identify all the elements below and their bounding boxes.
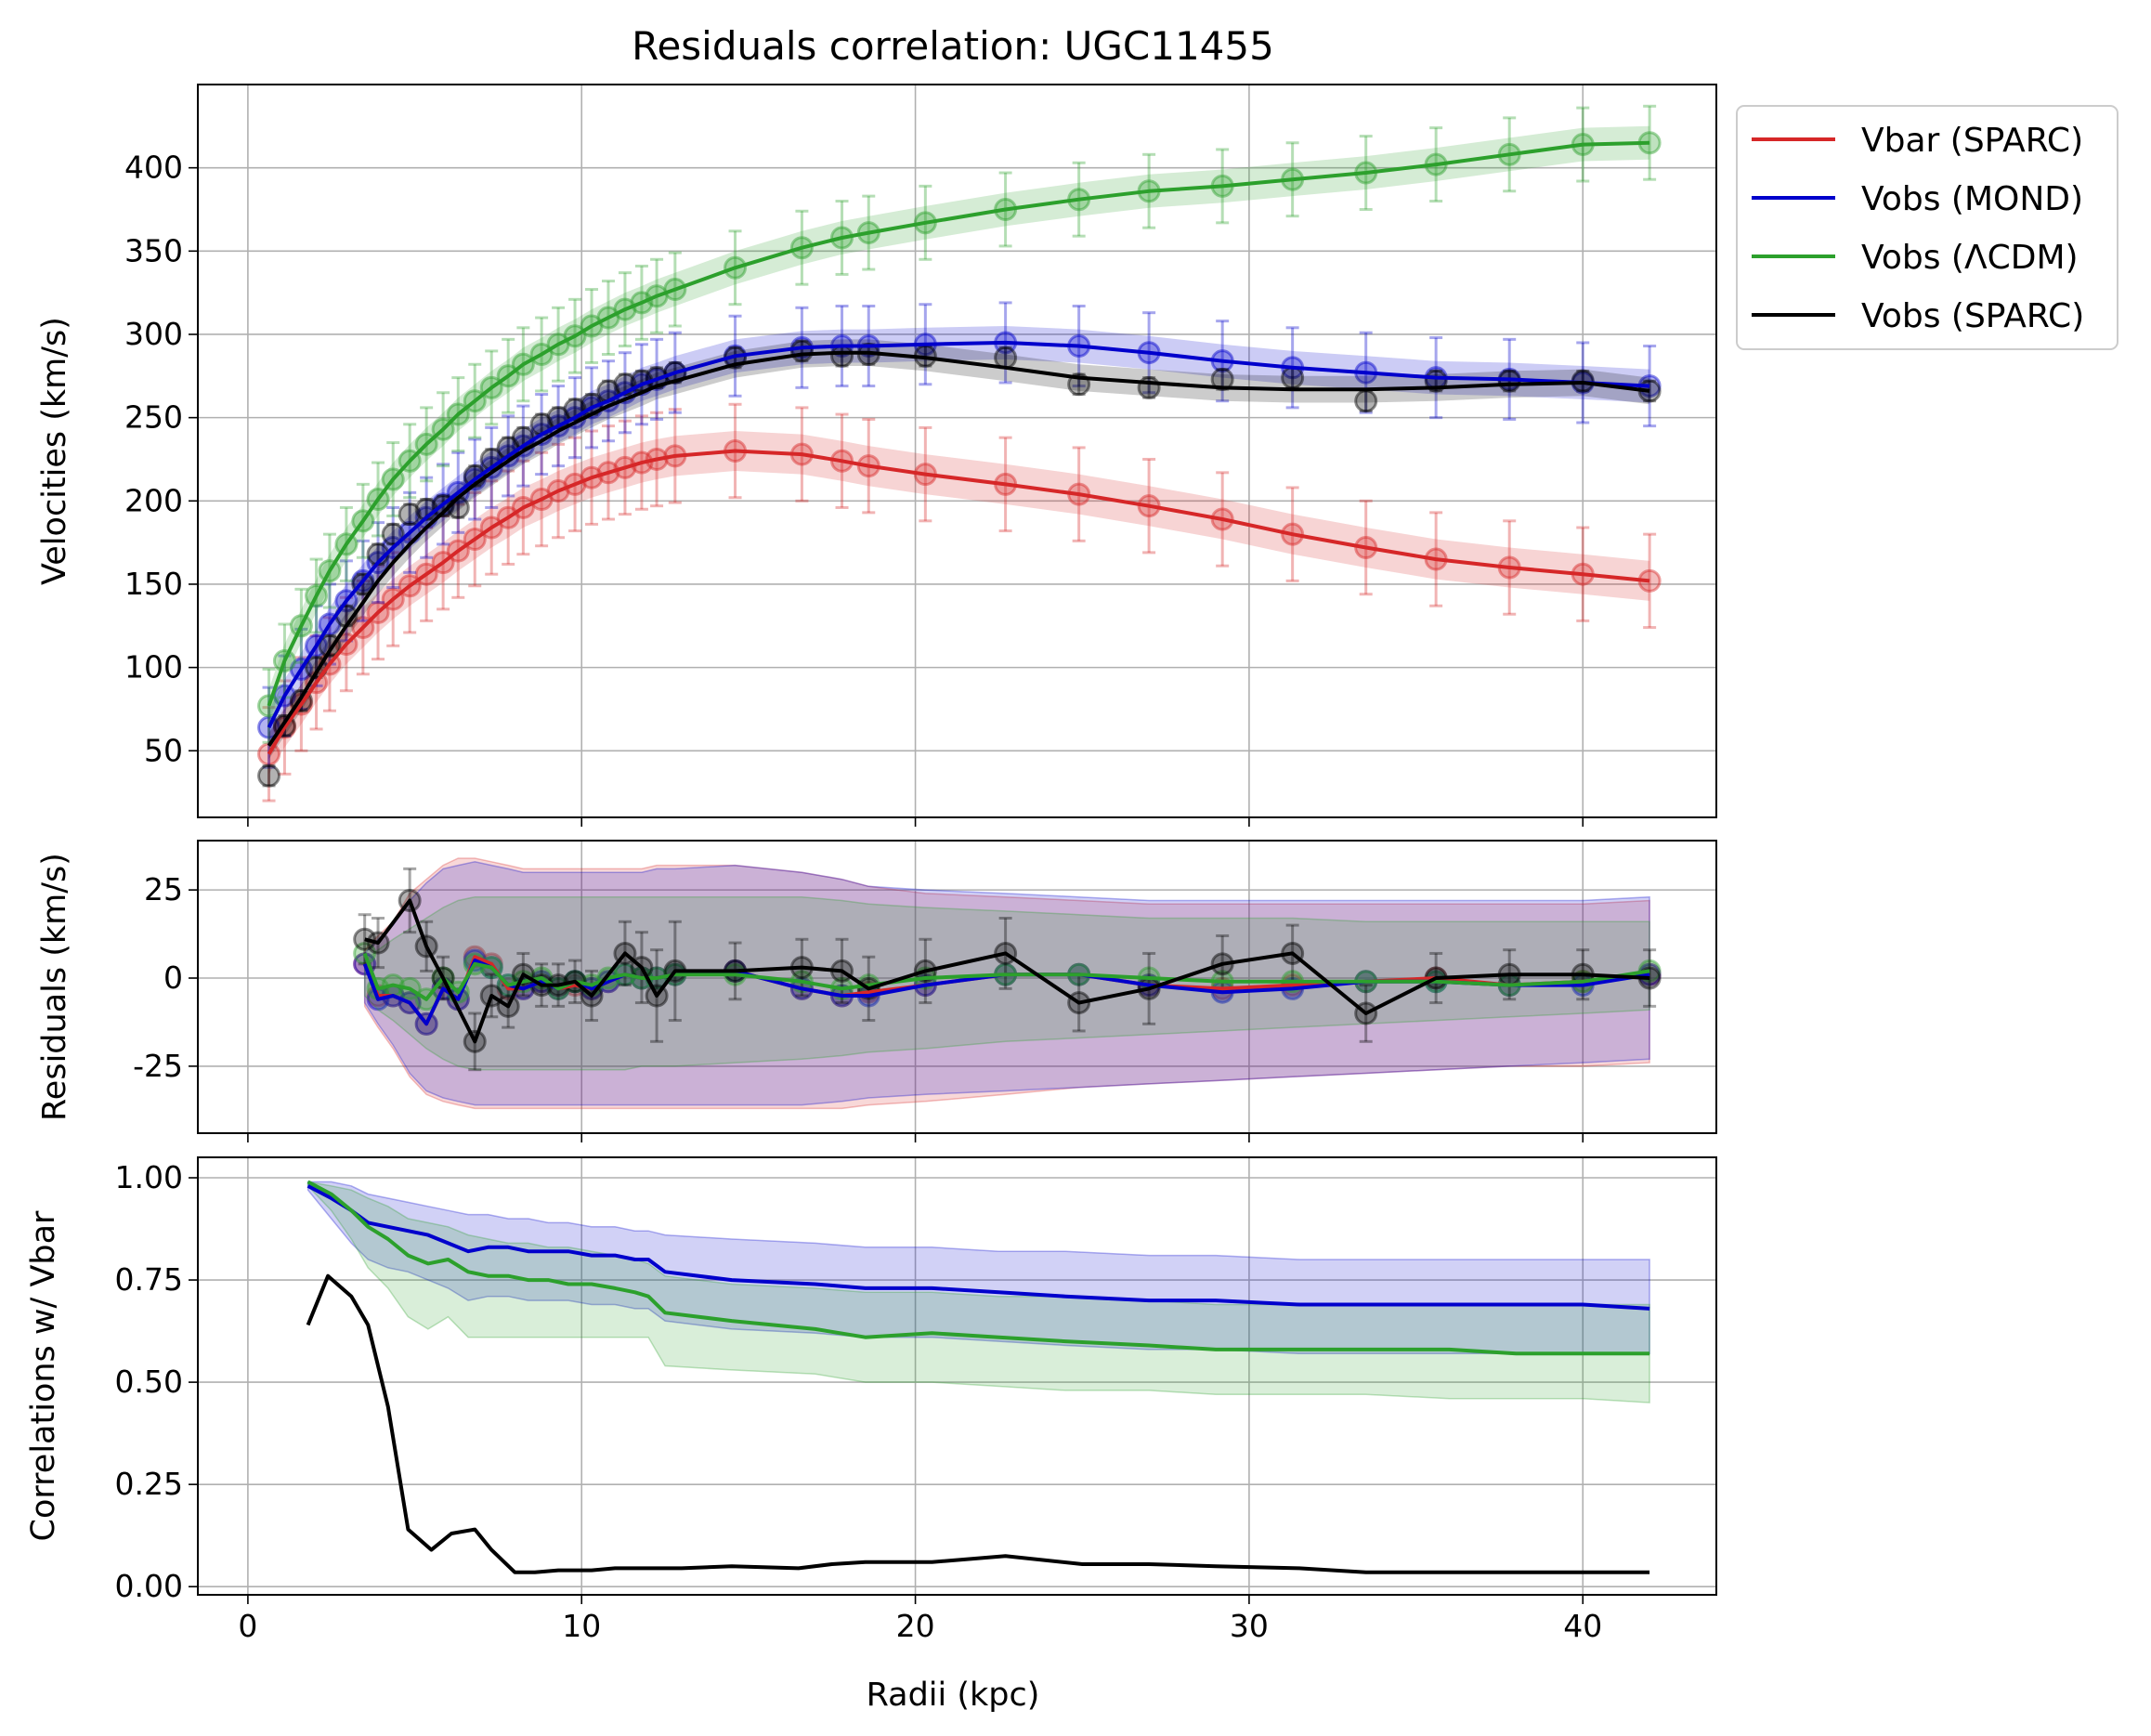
velocities-series-vobs-sparc--point bbox=[398, 503, 422, 527]
residuals-series-vobs-mond--band bbox=[363, 861, 1650, 1106]
residuals-series-vobs-sparc--point bbox=[353, 927, 377, 951]
velocities-series-vbar-sparc--band bbox=[268, 431, 1650, 775]
velocities-y-tick-label: 300 bbox=[124, 316, 183, 352]
x-axis-label: Radii (kpc) bbox=[867, 1677, 1040, 1714]
velocities-series-vobs-sparc--point bbox=[1281, 366, 1305, 390]
correlations-series-vobs-cdm--line bbox=[306, 1180, 1650, 1356]
velocities-y-tick-label: 50 bbox=[144, 732, 183, 768]
velocities-series-vobs-sparc--band bbox=[268, 339, 1650, 760]
velocities-y-tick-label: 150 bbox=[124, 566, 183, 602]
legend-label: Vbar (SPARC) bbox=[1861, 122, 2083, 160]
residuals-y-tick-label: 25 bbox=[144, 871, 183, 907]
residuals-y-tick-label: -25 bbox=[133, 1048, 183, 1084]
legend-frame bbox=[1736, 105, 2118, 350]
legend: Vbar (SPARC) Vobs (MOND) Vobs (ΛCDM) Vobs (… bbox=[1736, 105, 2118, 350]
velocities-series-vobs-cdm--line bbox=[267, 140, 1650, 707]
velocities-series-vobs-sparc--point bbox=[1354, 389, 1378, 413]
velocities-y-tick-label: 400 bbox=[124, 150, 183, 186]
velocities-series-vobs-mond--band bbox=[268, 326, 1650, 745]
legend-label: Vobs (SPARC) bbox=[1861, 297, 2084, 335]
x-tick-label: 40 bbox=[1563, 1608, 1602, 1644]
x-tick-label: 0 bbox=[238, 1608, 257, 1644]
x-tick-label: 10 bbox=[562, 1608, 601, 1644]
correlations-y-tick-label: 0.50 bbox=[115, 1364, 183, 1400]
velocities-y-axis-label: Velocities (km/s) bbox=[36, 317, 73, 585]
velocities-axes-frame bbox=[197, 84, 1717, 818]
velocities-y-tick-label: 250 bbox=[124, 399, 183, 436]
correlations-series-vobs-sparc--line bbox=[306, 1273, 1650, 1574]
correlations-series-vobs-cdm--band bbox=[306, 1181, 1650, 1403]
correlations-y-axis-label: Correlations w/ Vbar bbox=[25, 1210, 62, 1542]
velocities-series-vobs-sparc--point bbox=[994, 346, 1018, 370]
legend-label: Vobs (MOND) bbox=[1861, 180, 2083, 218]
velocities-panel: 50 100 150 200 250 300 350 400 Velocities (km/s) bbox=[36, 84, 1717, 827]
velocities-series-vbar-sparc--line bbox=[267, 449, 1650, 755]
residuals-series-vobs-sparc--line bbox=[364, 898, 1650, 1044]
residuals-series-vobs-cdm--band bbox=[363, 895, 1650, 1071]
residuals-y-axis-label: Residuals (km/s) bbox=[36, 853, 73, 1121]
x-tick-label: 20 bbox=[896, 1608, 935, 1644]
velocities-y-tick-label: 100 bbox=[124, 649, 183, 685]
velocities-series-vobs-sparc--point bbox=[789, 339, 814, 363]
correlations-y-tick-label: 0.75 bbox=[115, 1261, 183, 1298]
correlations-y-tick-label: 0.00 bbox=[115, 1568, 183, 1604]
velocities-y-tick-label: 200 bbox=[124, 482, 183, 518]
velocities-series-vobs-sparc--point bbox=[257, 764, 281, 788]
x-tick-label: 30 bbox=[1230, 1608, 1269, 1644]
correlations-panel: 0.00 0.25 0.50 0.75 1.00 0 10 20 30 40 Correlation… bbox=[25, 1156, 1717, 1644]
correlations-y-tick-label: 0.25 bbox=[115, 1466, 183, 1502]
chart-title: Residuals correlation: UGC11455 bbox=[632, 23, 1274, 69]
velocities-y-tick-label: 350 bbox=[124, 232, 183, 268]
residuals-y-tick-label: 0 bbox=[163, 959, 183, 996]
velocities-series-vobs-sparc--point bbox=[381, 522, 405, 546]
velocities-series-vobs-sparc--point bbox=[830, 344, 854, 368]
residuals-panel: -25 0 25 Residuals (km/s) bbox=[36, 840, 1717, 1142]
velocities-series-vobs-sparc--line bbox=[267, 350, 1650, 748]
correlations-axes-frame bbox=[197, 1156, 1717, 1596]
residuals-series-vobs-cdm--line bbox=[362, 952, 1650, 1001]
residuals-axes-frame bbox=[197, 840, 1717, 1134]
legend-label: Vobs (ΛCDM) bbox=[1861, 239, 2079, 277]
residuals-series-vbar-sparc--band bbox=[363, 857, 1650, 1110]
correlations-series-vobs-mond--line bbox=[306, 1184, 1650, 1311]
correlations-y-tick-label: 1.00 bbox=[115, 1159, 183, 1195]
velocities-series-vobs-mond--line bbox=[267, 340, 1650, 729]
